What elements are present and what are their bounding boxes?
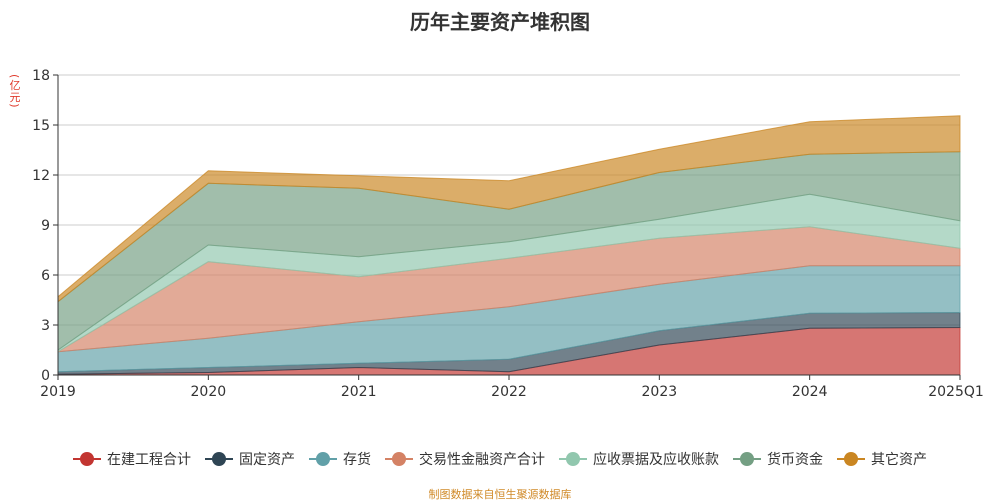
x-tick-label: 2024	[792, 384, 828, 400]
legend-item-4[interactable]: 交易性金融资产合计	[385, 449, 545, 469]
x-tick-label: 2023	[642, 384, 678, 400]
legend-item-5[interactable]: 应收票据及应收账款	[559, 449, 719, 469]
legend-marker	[385, 452, 413, 466]
legend-item-6[interactable]: 货币资金	[733, 449, 823, 469]
legend-marker	[837, 452, 865, 466]
x-tick-label: 2025Q1	[928, 384, 984, 400]
source-note: 制图数据来自恒生聚源数据库	[428, 488, 572, 501]
legend-item-2[interactable]: 固定资产	[205, 449, 295, 469]
y-tick-label: 6	[41, 268, 50, 284]
legend-label: 货币资金	[767, 452, 823, 468]
legend-item-1[interactable]: 在建工程合计	[73, 449, 191, 469]
y-tick-label: 12	[32, 168, 50, 184]
legend-marker	[559, 452, 587, 466]
legend-label: 存货	[343, 452, 371, 468]
x-tick-label: 2021	[341, 384, 377, 400]
legend-label: 交易性金融资产合计	[419, 452, 545, 468]
legend-label: 在建工程合计	[107, 452, 191, 468]
legend-marker	[205, 452, 233, 466]
legend-marker	[309, 452, 337, 466]
y-tick-label: 18	[32, 68, 50, 84]
legend-marker	[733, 452, 761, 466]
area-series-7	[57, 115, 961, 303]
y-tick-label: 3	[41, 318, 50, 334]
y-axis-unit-label: (亿元)	[8, 74, 21, 109]
x-tick-label: 2020	[191, 384, 227, 400]
y-tick-label: 9	[41, 218, 50, 234]
axes: 0 3 6 9 12 15 18 2019 2020 2021 2022 2023 2024 2025Q1	[32, 68, 984, 400]
legend: 在建工程合计 固定资产 存货 交易性金融资产合计 应收票据及应收账款 货币资金 其它资产	[0, 448, 1000, 470]
legend-label: 应收票据及应收账款	[593, 452, 719, 468]
legend-item-3[interactable]: 存货	[309, 449, 371, 469]
chart-title: 历年主要资产堆积图	[410, 10, 590, 34]
y-tick-label: 0	[41, 368, 50, 384]
legend-label: 其它资产	[871, 452, 927, 468]
legend-marker	[73, 452, 101, 466]
x-tick-label: 2022	[491, 384, 527, 400]
y-tick-label: 15	[32, 118, 50, 134]
area-series	[57, 115, 961, 376]
legend-item-7[interactable]: 其它资产	[837, 449, 927, 469]
legend-label: 固定资产	[239, 452, 295, 468]
x-tick-label: 2019	[40, 384, 76, 400]
